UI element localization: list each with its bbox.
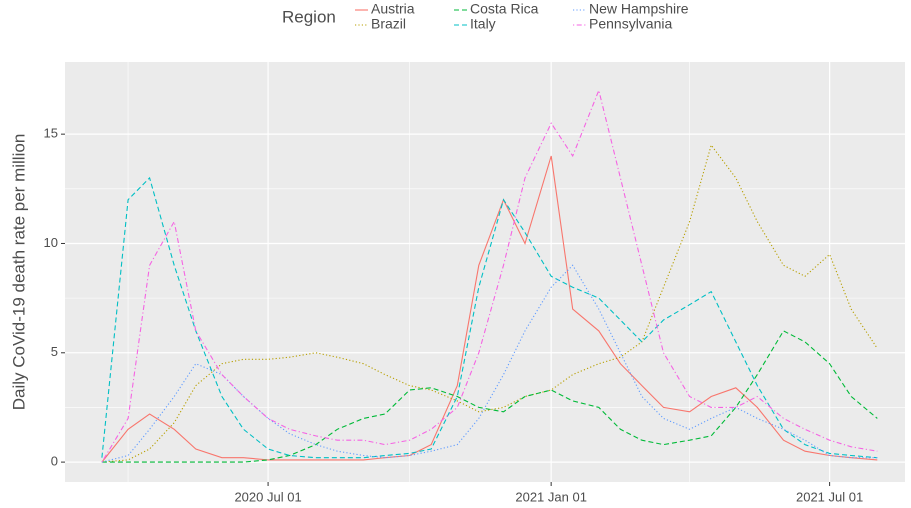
series-line bbox=[101, 143, 878, 463]
legend-title: Region bbox=[282, 7, 336, 26]
legend-label: Pennsylvania bbox=[589, 16, 672, 32]
series-line bbox=[101, 330, 878, 463]
y-axis-title: Daily CoVid-19 death rate per million bbox=[9, 134, 28, 411]
plot-panel bbox=[65, 62, 905, 482]
legend-label: Italy bbox=[470, 16, 496, 32]
y-tick-label: 15 bbox=[44, 126, 58, 141]
y-tick-label: 5 bbox=[51, 344, 58, 359]
legend-label: New Hampshire bbox=[589, 1, 689, 17]
legend-label: Costa Rica bbox=[470, 1, 539, 17]
series-line bbox=[101, 176, 878, 459]
series-line bbox=[101, 88, 878, 463]
legend-label: Brazil bbox=[371, 16, 406, 32]
y-tick-label: 10 bbox=[44, 235, 58, 250]
y-tick-label: 0 bbox=[51, 454, 58, 469]
legend-label: Austria bbox=[371, 1, 415, 17]
x-tick-label: 2021 Jul 01 bbox=[796, 489, 863, 504]
x-tick-label: 2021 Jan 01 bbox=[515, 489, 587, 504]
series-line bbox=[101, 155, 878, 463]
x-tick-label: 2020 Jul 01 bbox=[234, 489, 301, 504]
